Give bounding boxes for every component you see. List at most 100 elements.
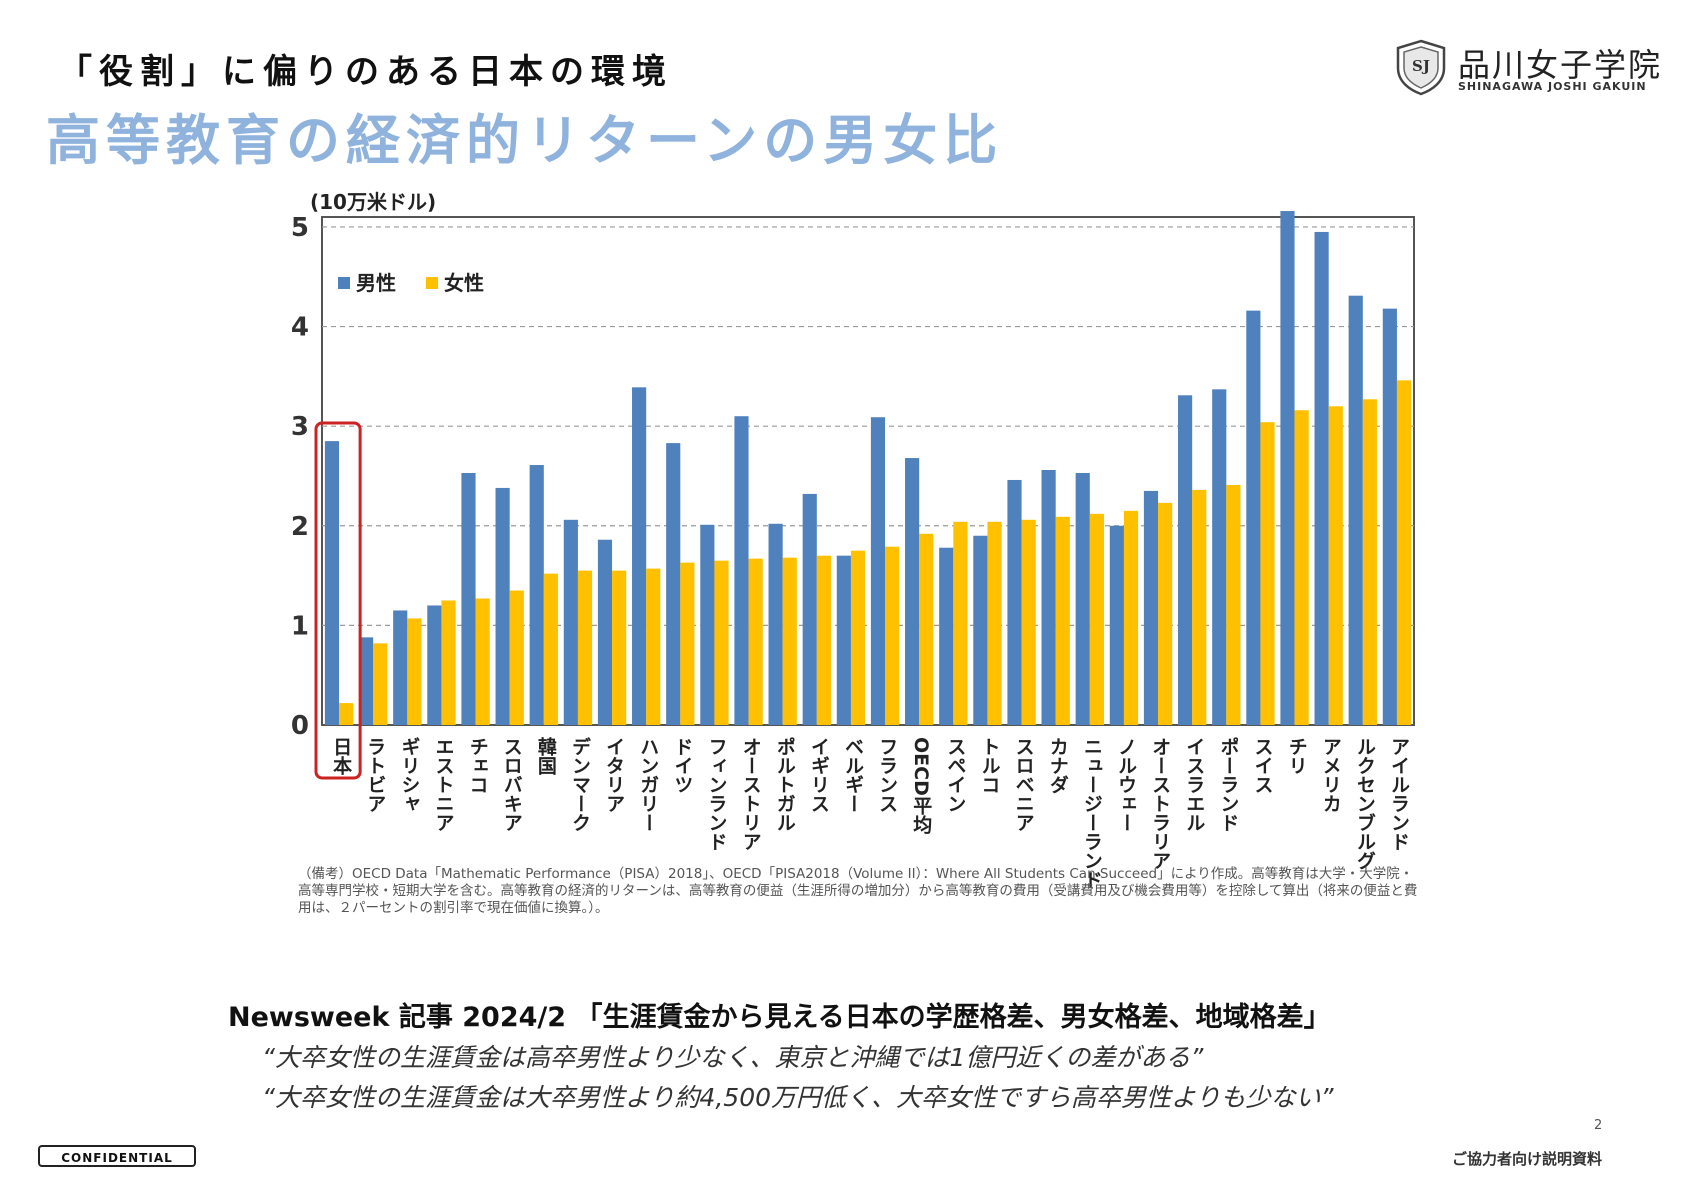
bar-male	[973, 535, 988, 725]
x-category-label: 日本	[330, 737, 352, 776]
bar-female	[373, 643, 388, 725]
bar-female	[680, 562, 695, 725]
bar-female	[475, 598, 490, 725]
x-category-label: イタリア	[603, 737, 625, 813]
bar-male	[1143, 490, 1159, 725]
x-category-label: トルコ	[978, 737, 1000, 794]
source-note: （備考）OECD Data「Mathematic Performance（PIS…	[298, 866, 1418, 916]
y-tick-label: 1	[291, 611, 309, 641]
slide-title: 高等教育の経済的リターンの男女比	[46, 109, 1004, 172]
bar-female	[646, 568, 661, 725]
x-category-label: スイス	[1251, 737, 1273, 794]
bar-female	[577, 570, 593, 725]
bar-male	[597, 539, 613, 725]
news-quote-1: “大卒女性の生涯賃金は高卒男性より少なく、東京と沖縄では1億円近くの差がある”	[262, 1043, 1204, 1072]
bar-female	[441, 600, 456, 725]
x-category-label: ポーランド	[1217, 736, 1239, 832]
school-logo: SJ 品川女子学院 SHINAGAWA JOSHI GAKUIN	[1392, 38, 1660, 100]
bar-female	[1192, 489, 1207, 725]
news-title: Newsweek 記事 2024/2 「生涯賃金から見える日本の学歴格差、男女格…	[228, 1002, 1331, 1033]
bar-male	[666, 443, 681, 725]
slide-subtitle: 「役割」に偏りのある日本の環境	[58, 52, 673, 92]
x-category-label: オーストラリア	[1149, 737, 1171, 870]
x-category-label: イスラエル	[1183, 737, 1205, 832]
x-category-label: スロベニア	[1013, 737, 1035, 832]
x-category-label: OECD平均	[910, 737, 932, 834]
bar-female	[339, 703, 354, 725]
bar-female	[748, 558, 763, 725]
x-category-label: チリ	[1286, 737, 1308, 775]
x-category-label: ポルトガル	[774, 736, 796, 832]
bar-female	[1226, 484, 1241, 725]
bar-female	[1362, 399, 1377, 725]
bar-female	[1328, 406, 1343, 725]
x-category-label: ハンガリー	[637, 737, 659, 832]
bar-female	[612, 570, 627, 725]
bar-male	[1178, 395, 1193, 725]
japan-highlight-box	[314, 421, 362, 780]
confidential-badge: CONFIDENTIAL	[38, 1145, 196, 1167]
legend-label-female: 女性	[444, 271, 484, 295]
bar-female	[1021, 519, 1036, 725]
x-category-label: フィンランド	[705, 737, 727, 851]
bar-male	[734, 416, 749, 725]
y-tick-label: 3	[291, 412, 309, 442]
bar-male	[563, 519, 578, 725]
legend: 男性 女性	[338, 271, 484, 295]
x-category-label: ベルギー	[842, 737, 864, 813]
bar-female	[987, 521, 1002, 725]
y-axis-ticks: 0 1 2 3 4 5	[291, 213, 309, 741]
bar-male	[1075, 472, 1090, 725]
bar-male	[1007, 479, 1022, 725]
bar-male	[1109, 525, 1124, 725]
x-category-label: ドイツ	[671, 737, 693, 794]
bar-male	[1041, 470, 1056, 725]
x-category-label: スロバキア	[501, 737, 523, 832]
x-category-label: アメリカ	[1320, 737, 1342, 813]
bar-male	[359, 637, 374, 725]
bar-female	[1123, 510, 1139, 725]
bar-male	[802, 493, 817, 725]
legend-swatch-male	[338, 277, 350, 289]
x-category-label: ニュージーランド	[1081, 737, 1103, 889]
bar-female	[816, 555, 831, 725]
x-category-label: ルクセンブルグ	[1354, 737, 1376, 870]
x-category-label: チェコ	[467, 737, 489, 794]
bar-female	[1089, 513, 1104, 725]
bar-male	[939, 547, 954, 725]
return-by-gender-chart: 0 1 2 3 4 5 日本 ラトビア ギリシャ エストニア チェコ スロバキア 韓国 デンマーク イタリ…	[291, 190, 1415, 889]
y-tick-label: 0	[291, 711, 309, 741]
crest-monogram: SJ	[1412, 57, 1430, 75]
bar-female	[1294, 410, 1309, 725]
x-category-label: スペイン	[944, 737, 966, 813]
x-category-label: ギリシャ	[398, 737, 420, 813]
bar-female	[543, 573, 558, 725]
bar-female	[1158, 502, 1173, 725]
bar-male	[1382, 308, 1397, 725]
bar-female	[885, 546, 900, 725]
footer-label: ご協力者向け説明資料	[1452, 1150, 1603, 1168]
x-category-label: ラトビア	[364, 737, 386, 813]
bar-male	[632, 387, 647, 725]
bar-female	[919, 533, 934, 725]
bar-male	[870, 417, 886, 725]
bar-female	[850, 550, 866, 725]
bar-male	[1314, 231, 1329, 726]
bar-female	[1055, 516, 1070, 725]
x-category-label: デンマーク	[569, 736, 591, 832]
x-category-label: 韓国	[535, 736, 557, 775]
bar-female	[953, 521, 968, 725]
bar-male	[495, 487, 510, 725]
bar-male	[393, 610, 408, 725]
news-quote-2: “大卒女性の生涯賃金は大卒男性より約4,500万円低く、大卒女性ですら高卒男性よ…	[262, 1083, 1334, 1112]
bar-male	[324, 441, 340, 725]
bar-female	[509, 590, 524, 725]
x-category-label: アイルランド	[1388, 737, 1410, 851]
page-number: 2	[1594, 1118, 1603, 1133]
bar-male	[427, 605, 442, 725]
x-category-label: ノルウェー	[1115, 737, 1137, 832]
bar-female	[714, 560, 729, 725]
bar-female	[407, 618, 422, 725]
bar-male	[905, 458, 920, 725]
bar-male	[1212, 389, 1227, 725]
